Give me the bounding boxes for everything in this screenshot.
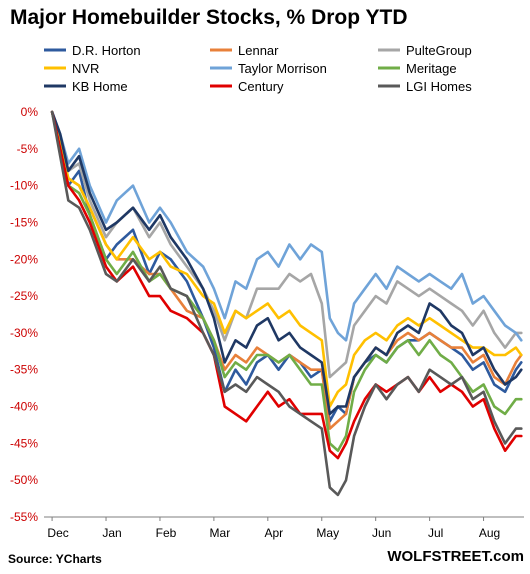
series-line-nvr xyxy=(50,110,523,408)
y-tick-label: -40% xyxy=(10,400,38,414)
x-tick-label: Jun xyxy=(372,526,391,540)
y-tick-label: -20% xyxy=(10,252,38,266)
series-line-century xyxy=(50,110,523,460)
series-line-taylor-morrison xyxy=(50,110,523,342)
x-tick-label: Apr xyxy=(264,526,283,540)
x-tick-label: Jan xyxy=(102,526,121,540)
y-tick-label: -10% xyxy=(10,179,38,193)
brand-watermark: WOLFSTREET.com xyxy=(387,548,524,565)
x-tick-label: Feb xyxy=(156,526,177,540)
legend-label: NVR xyxy=(72,61,99,76)
series-line-meritage xyxy=(50,110,523,452)
legend-label: PulteGroup xyxy=(406,43,472,58)
y-tick-label: -55% xyxy=(10,510,38,524)
y-tick-label: -35% xyxy=(10,363,38,377)
legend-label: LGI Homes xyxy=(406,79,472,94)
source-note: Source: YCharts xyxy=(8,552,102,566)
legend-label: Lennar xyxy=(238,43,279,58)
y-tick-label: -30% xyxy=(10,326,38,340)
series-line-lgi-homes xyxy=(50,110,523,497)
y-tick-label: -45% xyxy=(10,436,38,450)
legend-label: Meritage xyxy=(406,61,457,76)
y-tick-label: 0% xyxy=(21,105,39,119)
x-axis: Dec Jan Feb Mar Apr May Jun Jul Aug xyxy=(44,516,524,540)
legend-label: KB Home xyxy=(72,79,128,94)
y-tick-label: -25% xyxy=(10,289,38,303)
legend-label: D.R. Horton xyxy=(72,43,141,58)
chart-title: Major Homebuilder Stocks, % Drop YTD xyxy=(10,6,408,29)
x-tick-label: Mar xyxy=(210,526,231,540)
series-line-lennar xyxy=(50,110,523,430)
series-line-kb-home xyxy=(50,110,523,416)
x-tick-label: May xyxy=(316,526,339,540)
y-axis-ticks: 0% -5% -10% -15% -20% -25% -30% -35% -40% -45% -50… xyxy=(10,105,38,524)
x-tick-label: Dec xyxy=(47,526,68,540)
y-tick-label: -5% xyxy=(17,142,39,156)
x-tick-label: Aug xyxy=(479,526,500,540)
legend-label: Taylor Morrison xyxy=(238,61,327,76)
x-tick-label: Jul xyxy=(428,526,443,540)
y-tick-label: -15% xyxy=(10,215,38,229)
series-lines xyxy=(50,110,523,497)
legend: D.R. Horton Lennar PulteGroup NVR Taylor Mor… xyxy=(44,43,472,94)
legend-label: Century xyxy=(238,79,284,94)
series-line-pultegroup xyxy=(50,110,523,379)
y-tick-label: -50% xyxy=(10,473,38,487)
